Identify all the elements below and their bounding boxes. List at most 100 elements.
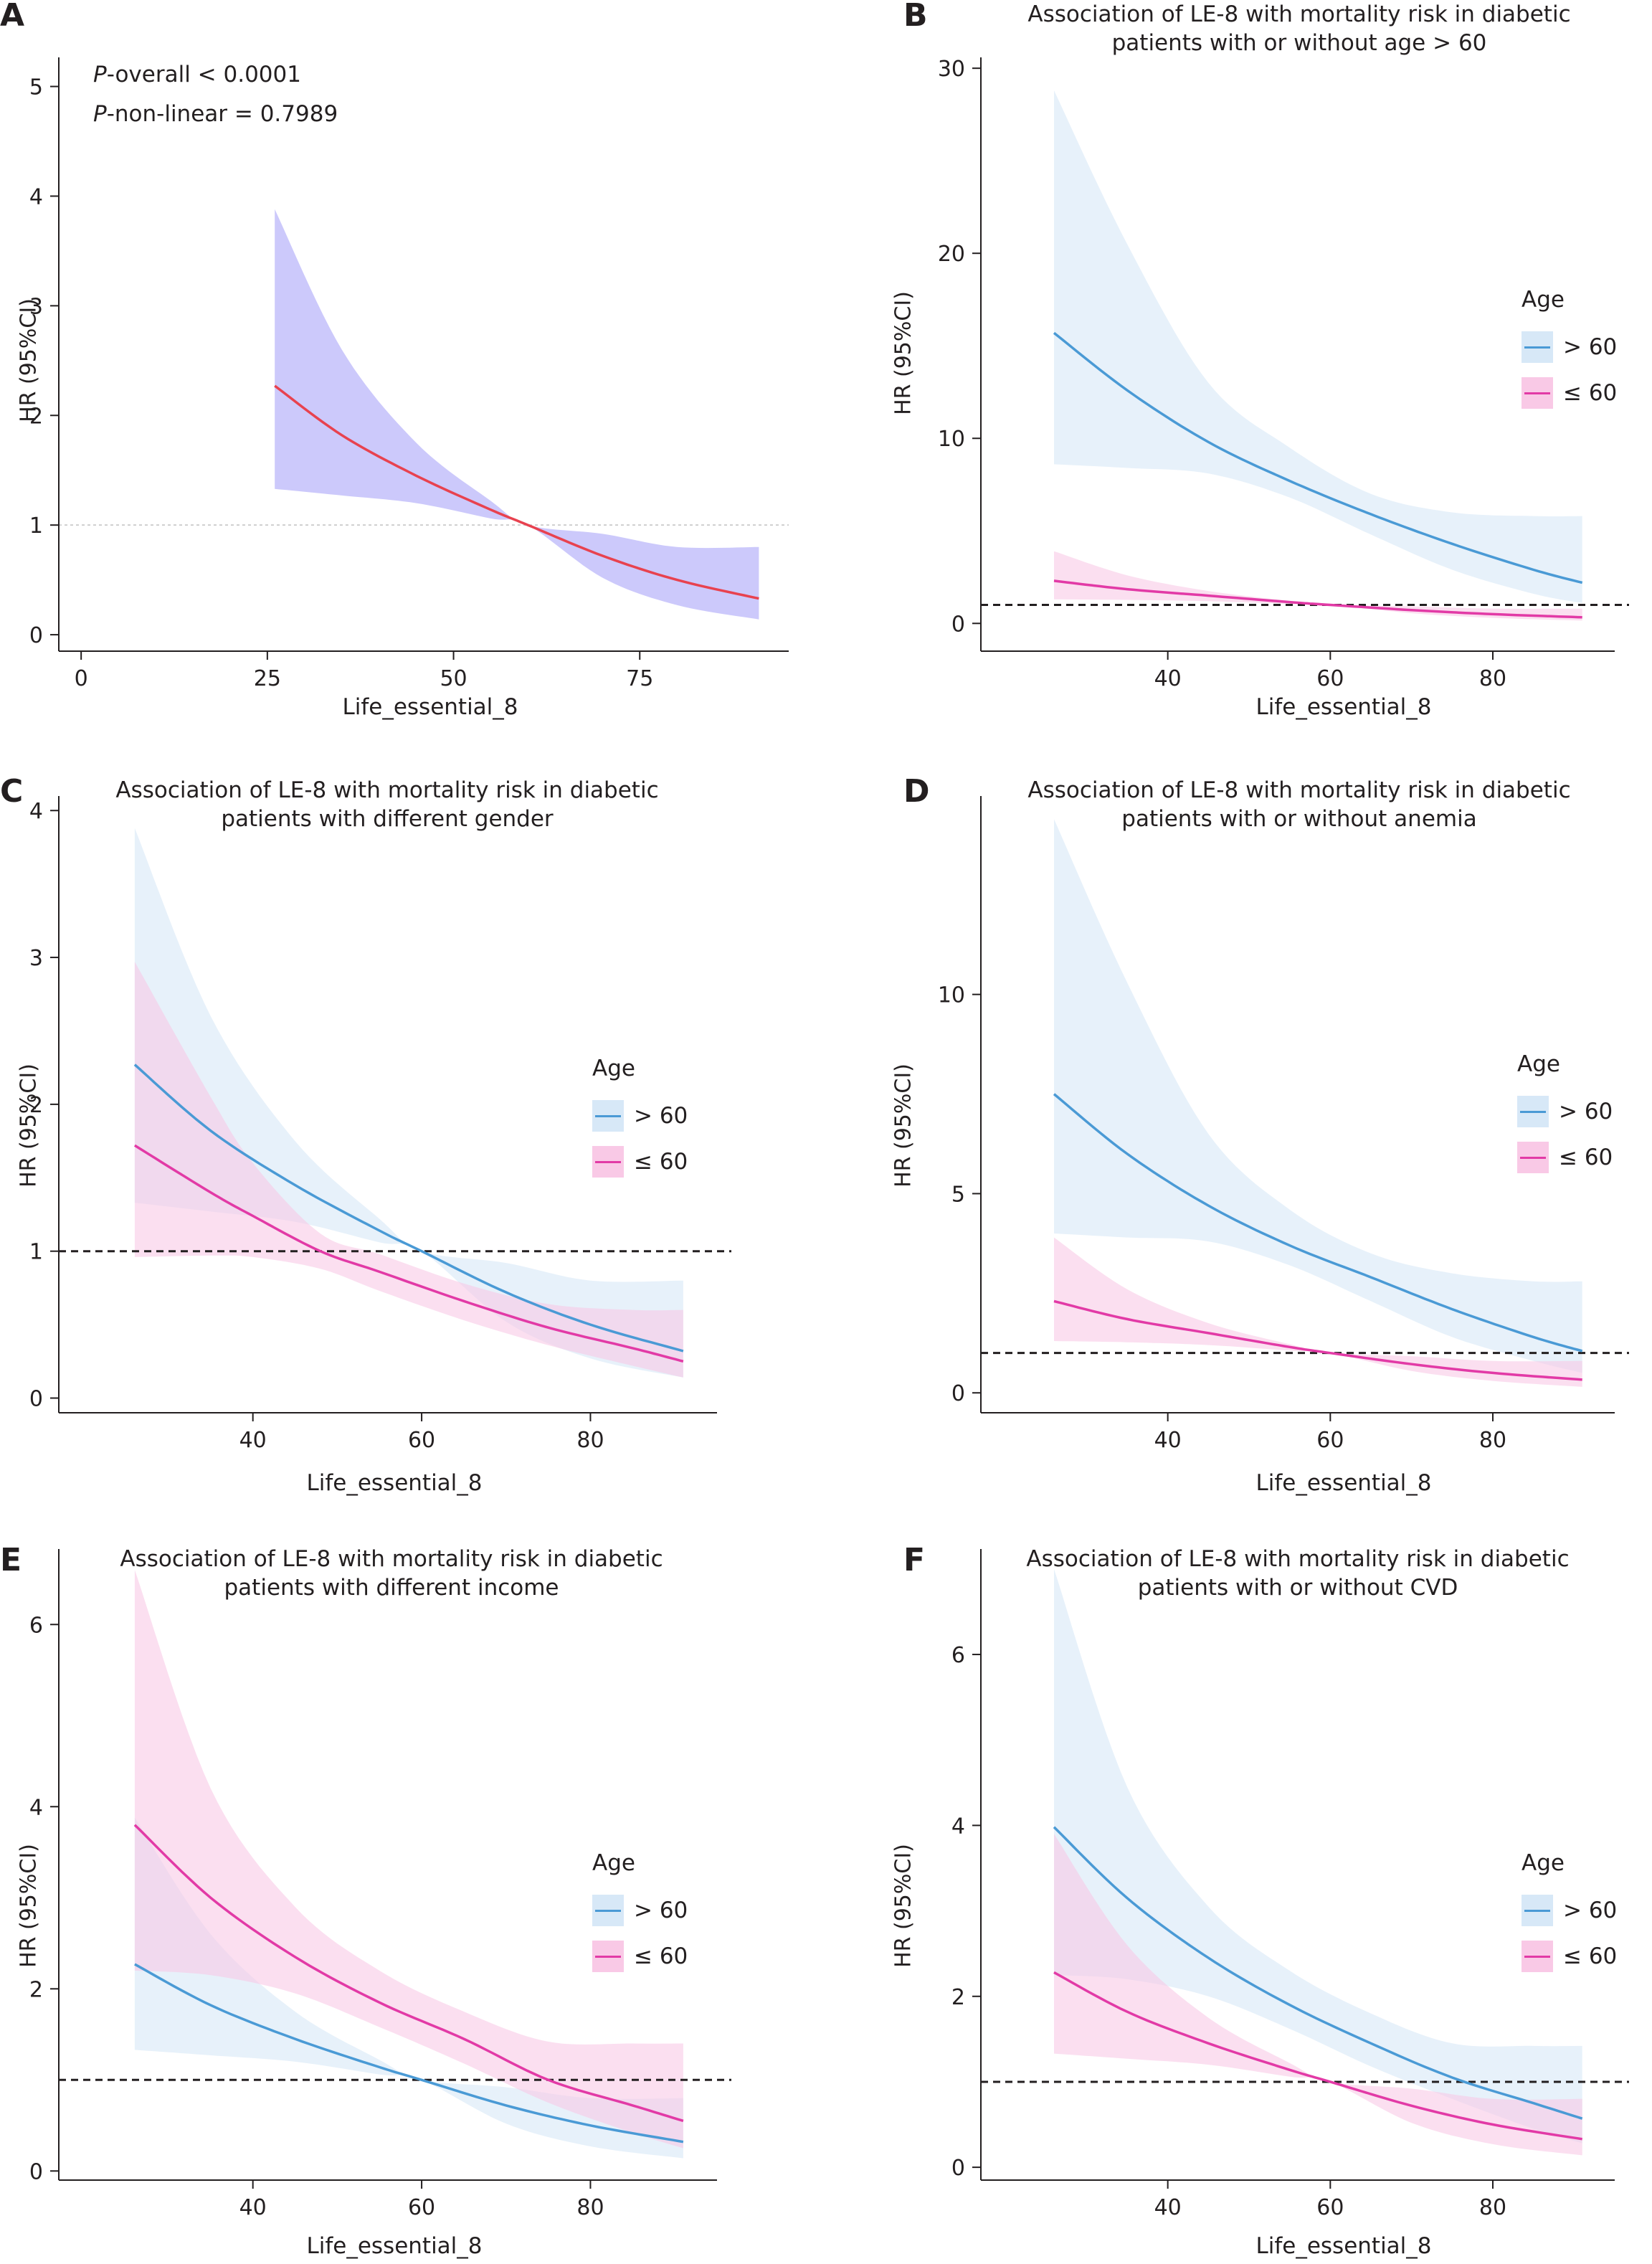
panel-b: B Association of LE-8 with mortality ris… (826, 0, 1652, 753)
x-tick-label: 80 (576, 2195, 604, 2220)
ci-band-2 (1054, 1834, 1582, 2156)
panel-c: C Association of LE-8 with mortality ris… (0, 760, 825, 1513)
legend-key-pink (1522, 377, 1553, 409)
series-line-2 (1053, 1971, 1582, 2141)
panel-letter: A (0, 0, 25, 34)
series-line-1 (134, 1963, 684, 2144)
legend: Age > 60 ≤ 60 (1517, 1051, 1613, 1180)
x-tick-label: 60 (1316, 2195, 1344, 2220)
legend: Age > 60 ≤ 60 (1522, 287, 1617, 416)
legend-title: Age (592, 1056, 635, 1081)
panel-letter: D (903, 773, 930, 810)
x-tick-label: 60 (1316, 666, 1344, 691)
legend-key-blue (1522, 1895, 1553, 1926)
y-tick-label: 10 (938, 983, 965, 1008)
y-tick-label: 6 (29, 1613, 43, 1638)
ci-band-1 (1054, 90, 1582, 603)
x-tick-label: 40 (1154, 666, 1182, 691)
legend-item-over-60: > 60 (1522, 1888, 1617, 1933)
panel-letter: E (0, 1542, 22, 1578)
ci-band-1 (275, 209, 759, 620)
legend: Age > 60 ≤ 60 (592, 1056, 688, 1185)
series-line-1 (1053, 1093, 1583, 1353)
legend-item-under-60: ≤ 60 (1522, 370, 1617, 416)
legend-title: Age (1522, 287, 1565, 313)
ci-band-1 (1054, 819, 1582, 1373)
legend-item-under-60: ≤ 60 (1522, 1933, 1617, 1979)
x-tick-label: 40 (1154, 1428, 1182, 1453)
y-tick-label: 2 (29, 404, 43, 429)
chart-title: Association of LE-8 with mortality risk … (1027, 1, 1571, 56)
legend-item-under-60: ≤ 60 (1517, 1135, 1613, 1180)
y-tick-label: 4 (29, 1795, 43, 1820)
x-axis-label: Life_essential_8 (306, 1470, 483, 1496)
x-axis-label: Life_essential_8 (1255, 694, 1432, 720)
chart-title: Association of LE-8 with mortality risk … (120, 1546, 663, 1601)
y-tick-label: 30 (938, 57, 965, 82)
series-line-2 (133, 1824, 684, 2123)
x-axis-label: Life_essential_8 (1255, 2233, 1432, 2259)
y-tick-label: 3 (29, 946, 43, 971)
panel-letter: F (903, 1542, 926, 1578)
y-tick-label: 2 (29, 1977, 43, 2002)
y-tick-label: 1 (29, 513, 43, 539)
panel-letter: C (0, 773, 24, 810)
chart-title: Association of LE-8 with mortality risk … (115, 777, 659, 832)
legend-item-under-60: ≤ 60 (592, 1139, 688, 1185)
series-line-2 (133, 1144, 684, 1363)
legend-title: Age (1517, 1051, 1560, 1077)
x-tick-label: 60 (408, 2195, 435, 2220)
p-overall-label: P-overall < 0.0001 (93, 62, 301, 87)
x-tick-label: 60 (1316, 1428, 1344, 1453)
panel-d: D Association of LE-8 with mortality ris… (826, 760, 1652, 1513)
series-line-1 (1053, 1826, 1583, 2120)
y-tick-label: 0 (29, 2159, 43, 2184)
chart-title: Association of LE-8 with mortality risk … (1027, 777, 1571, 832)
chart-plot: 0 2 4 6 40 60 80 (951, 1549, 1629, 2220)
x-tick-label: 40 (1154, 2195, 1182, 2220)
x-tick-label: 60 (408, 1428, 435, 1453)
y-tick-label: 4 (29, 799, 43, 824)
x-tick-label: 75 (626, 666, 653, 691)
y-tick-label: 0 (29, 623, 43, 648)
y-tick-label: 3 (29, 294, 43, 319)
x-tick-label: 80 (1479, 666, 1506, 691)
x-axis-label: Life_essential_8 (342, 694, 518, 720)
legend-item-under-60: ≤ 60 (592, 1933, 688, 1979)
x-tick-label: 80 (1479, 2195, 1506, 2220)
series-line-2 (1053, 1299, 1582, 1381)
ci-band-2 (1054, 1237, 1582, 1387)
x-tick-label: 0 (75, 666, 88, 691)
legend-item-over-60: > 60 (1522, 324, 1617, 370)
series-line-1 (1053, 331, 1583, 584)
chart-title: Association of LE-8 with mortality risk … (1026, 1546, 1570, 1601)
x-tick-label: 40 (239, 2195, 267, 2220)
chart-plot: 0 10 20 30 40 60 80 (938, 57, 1629, 691)
panel-a: A P-overall < 0.0001 P-non-linear = 0.79… (0, 0, 825, 753)
series-line-1 (133, 1064, 684, 1353)
y-tick-label: 4 (29, 184, 43, 209)
y-tick-label: 0 (951, 612, 965, 637)
legend: Age > 60 ≤ 60 (1522, 1850, 1617, 1979)
y-tick-label: 1 (29, 1240, 43, 1265)
panel-letter: B (903, 0, 928, 34)
y-tick-label: 6 (951, 1643, 965, 1668)
x-axis-label: Life_essential_8 (306, 2233, 483, 2259)
x-axis-label: Life_essential_8 (1255, 1470, 1432, 1496)
p-nonlinear-label: P-non-linear = 0.7989 (93, 101, 338, 127)
legend-key-blue (1522, 331, 1553, 363)
y-tick-label: 0 (951, 2156, 965, 2181)
y-tick-label: 0 (951, 1381, 965, 1406)
y-tick-label: 10 (938, 427, 965, 452)
y-tick-label: 20 (938, 242, 965, 267)
x-tick-label: 80 (1479, 1428, 1506, 1453)
y-tick-label: 0 (29, 1387, 43, 1412)
ci-band-2 (1054, 551, 1582, 621)
chart-plot: 0 5 10 40 60 80 (938, 796, 1629, 1453)
legend-key-blue (592, 1895, 624, 1926)
x-tick-label: 80 (576, 1428, 604, 1453)
legend-item-over-60: > 60 (1517, 1089, 1613, 1135)
y-tick-label: 2 (951, 1985, 965, 2010)
legend: Age > 60 ≤ 60 (592, 1850, 688, 1979)
